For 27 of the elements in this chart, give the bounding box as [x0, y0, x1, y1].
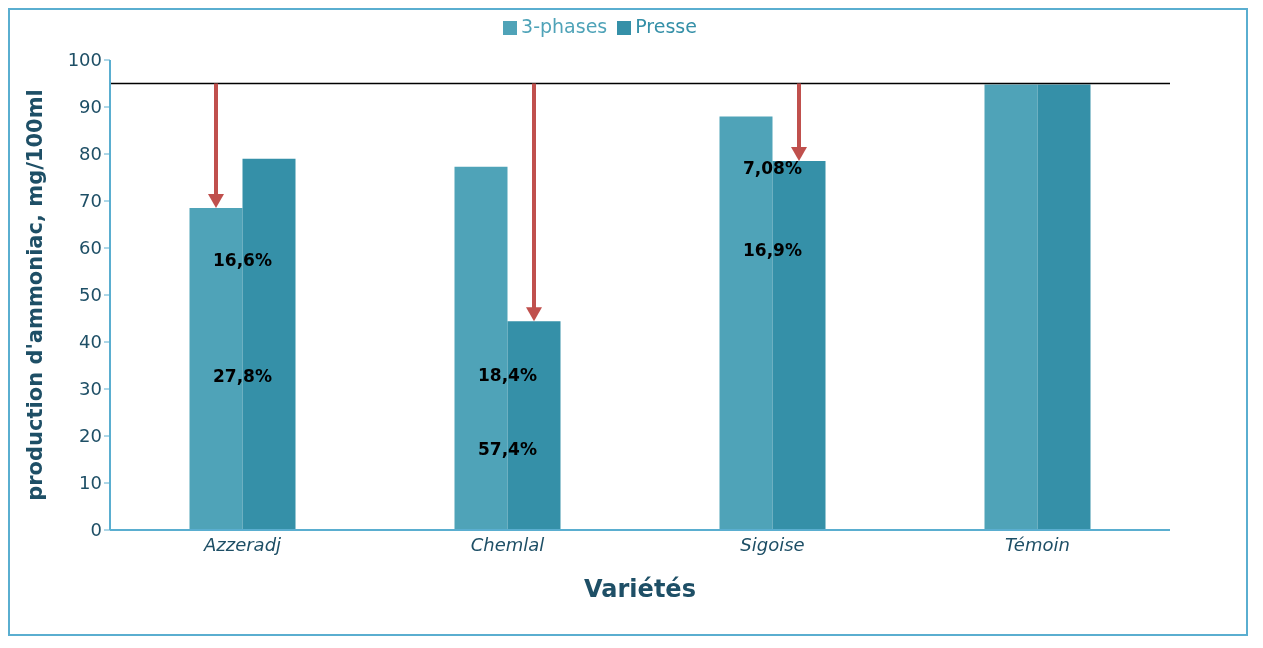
y-tick-label: 30	[79, 378, 102, 400]
legend-label: Presse	[635, 15, 697, 37]
y-tick-label: 0	[90, 519, 102, 541]
y-tick-label: 90	[79, 96, 102, 118]
y-tick-label: 10	[79, 472, 102, 494]
x-axis-title: Variétés	[584, 575, 696, 604]
y-tick-label: 40	[79, 331, 102, 353]
annotation: 57,4%	[478, 439, 537, 460]
y-tick-label: 100	[67, 49, 102, 71]
y-tick-label: 50	[79, 284, 102, 306]
y-tick-label: 20	[79, 425, 102, 447]
annotation: 27,8%	[213, 365, 272, 386]
y-tick-label: 80	[79, 143, 102, 165]
y-tick-label: 60	[79, 237, 102, 259]
annotation: 7,08%	[743, 158, 802, 179]
x-tick-label: Chemlal	[470, 533, 545, 555]
y-tick-label: 70	[79, 190, 102, 212]
annotation: 16,9%	[743, 239, 802, 260]
bar	[984, 84, 1038, 530]
bar	[1037, 84, 1091, 530]
y-axis-title: production d'ammoniac, mg/100ml	[23, 89, 48, 501]
x-tick-label: Azzeradj	[202, 533, 282, 555]
x-tick-label: Témoin	[1005, 533, 1070, 555]
legend-label: 3-phases	[521, 15, 608, 37]
annotation: 18,4%	[478, 364, 537, 385]
x-tick-label: Sigoise	[740, 533, 805, 555]
annotation: 16,6%	[213, 249, 272, 270]
